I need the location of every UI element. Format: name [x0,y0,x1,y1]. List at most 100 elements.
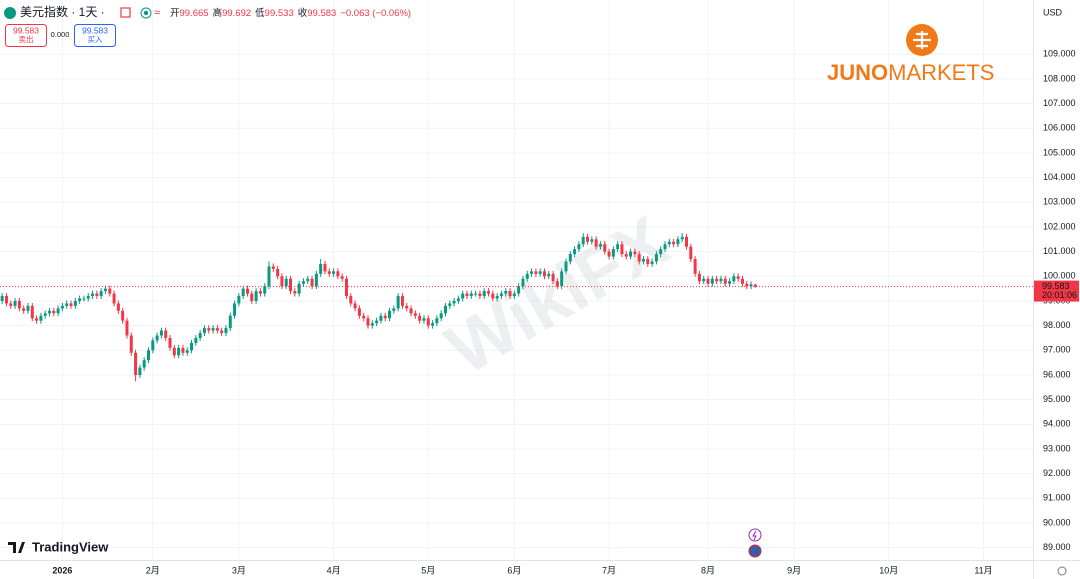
candle-body [194,337,198,343]
candle-body [650,261,654,264]
sell-button[interactable] [5,24,47,47]
candle-body [439,313,443,319]
y-tick-label: 107.000 [1043,98,1076,108]
candle-body [146,350,150,361]
low-label: 低 [255,7,265,19]
candle-body [418,315,422,321]
candle-body [293,291,297,294]
candle-body [314,273,318,287]
brand-icon-mark [913,31,931,49]
candle-body [95,293,99,297]
candle-body [495,296,499,299]
candle-body [693,259,697,274]
y-tick-label: 108.000 [1043,73,1076,83]
candle-body [616,244,620,250]
candle-body [39,315,43,321]
candle-body [336,271,340,277]
candle-body [685,236,689,247]
candle-body [237,296,241,304]
candle-body [344,278,348,297]
candle-body [499,293,503,297]
candle-body [202,328,206,334]
candle-body [667,241,671,245]
candle-body [443,305,447,314]
candle-body [52,310,56,314]
candle-body [435,318,439,324]
candle-body [405,305,409,309]
y-tick-label: 90.000 [1043,517,1071,527]
platform-name[interactable]: TradingView [32,539,109,554]
candle-body [534,271,538,274]
candle-body [590,239,594,242]
candle-body [353,303,357,309]
candle-body [129,335,133,353]
candle-body [108,288,112,294]
candle-body [487,291,491,294]
candle-body [594,239,598,247]
candle-body [504,291,508,294]
candle-body [284,278,288,287]
candle-body [641,259,645,262]
y-tick-label: 104.000 [1043,172,1076,182]
flag-icon[interactable] [120,7,131,18]
candle-body [461,293,465,299]
candle-body [60,305,64,309]
country-flag[interactable] [748,544,762,558]
brand-name: JUNOMARKETS [827,60,994,85]
candle-body [452,300,456,304]
candle-body [706,278,710,284]
candle-body [676,239,680,245]
candle-body [211,328,215,331]
candle-body [310,278,314,287]
brand-b: MARKETS [888,60,994,85]
event-icon[interactable] [748,528,762,542]
buy-button[interactable] [74,24,116,47]
status-dot [143,10,149,16]
candle-body [43,313,47,316]
candle-body [370,323,374,326]
open-value: 99.665 [180,8,209,19]
status-icon [140,7,152,19]
y-tick-label: 89.000 [1043,542,1071,552]
candle-body [672,241,676,245]
candle-body [474,293,478,295]
candle-body [530,271,534,274]
x-tick-label: 8月 [701,565,715,575]
settings-icon[interactable] [1057,566,1067,576]
candle-body [564,261,568,272]
change: −0.063 (−0.06%) [340,8,411,19]
x-tick-label: 10月 [879,565,898,575]
x-tick-label: 3月 [232,565,246,575]
event-icon-bolt [752,530,757,541]
candle-body [375,320,379,324]
symbol[interactable]: 美元指数 · 1天 · [20,4,105,19]
candle-body [168,337,172,348]
candle-body [689,246,693,260]
candle-body [254,291,258,301]
candle-body [749,284,753,287]
candle-body [620,244,624,255]
candle-body [607,251,611,257]
candle-body [710,278,714,284]
candle-body [4,296,8,304]
y-tick-label: 101.000 [1043,246,1076,256]
sell-label: 卖出 [19,34,34,44]
last-price-label: 99.583 [1042,281,1070,291]
x-tick-label: 6月 [507,565,521,575]
candle-body [551,273,555,282]
wave-icon: ≈ [154,7,160,19]
candle-body [267,266,271,287]
candle-body [250,293,254,301]
y-tick-label: 100.000 [1043,271,1076,281]
candle-body [624,254,628,257]
candle-body [159,330,163,336]
candle-body [121,310,125,321]
candle-body [73,300,77,306]
x-tick-label: 7月 [602,565,616,575]
candle-body [26,305,30,311]
candle-body [297,283,301,294]
candle-body [112,293,116,304]
